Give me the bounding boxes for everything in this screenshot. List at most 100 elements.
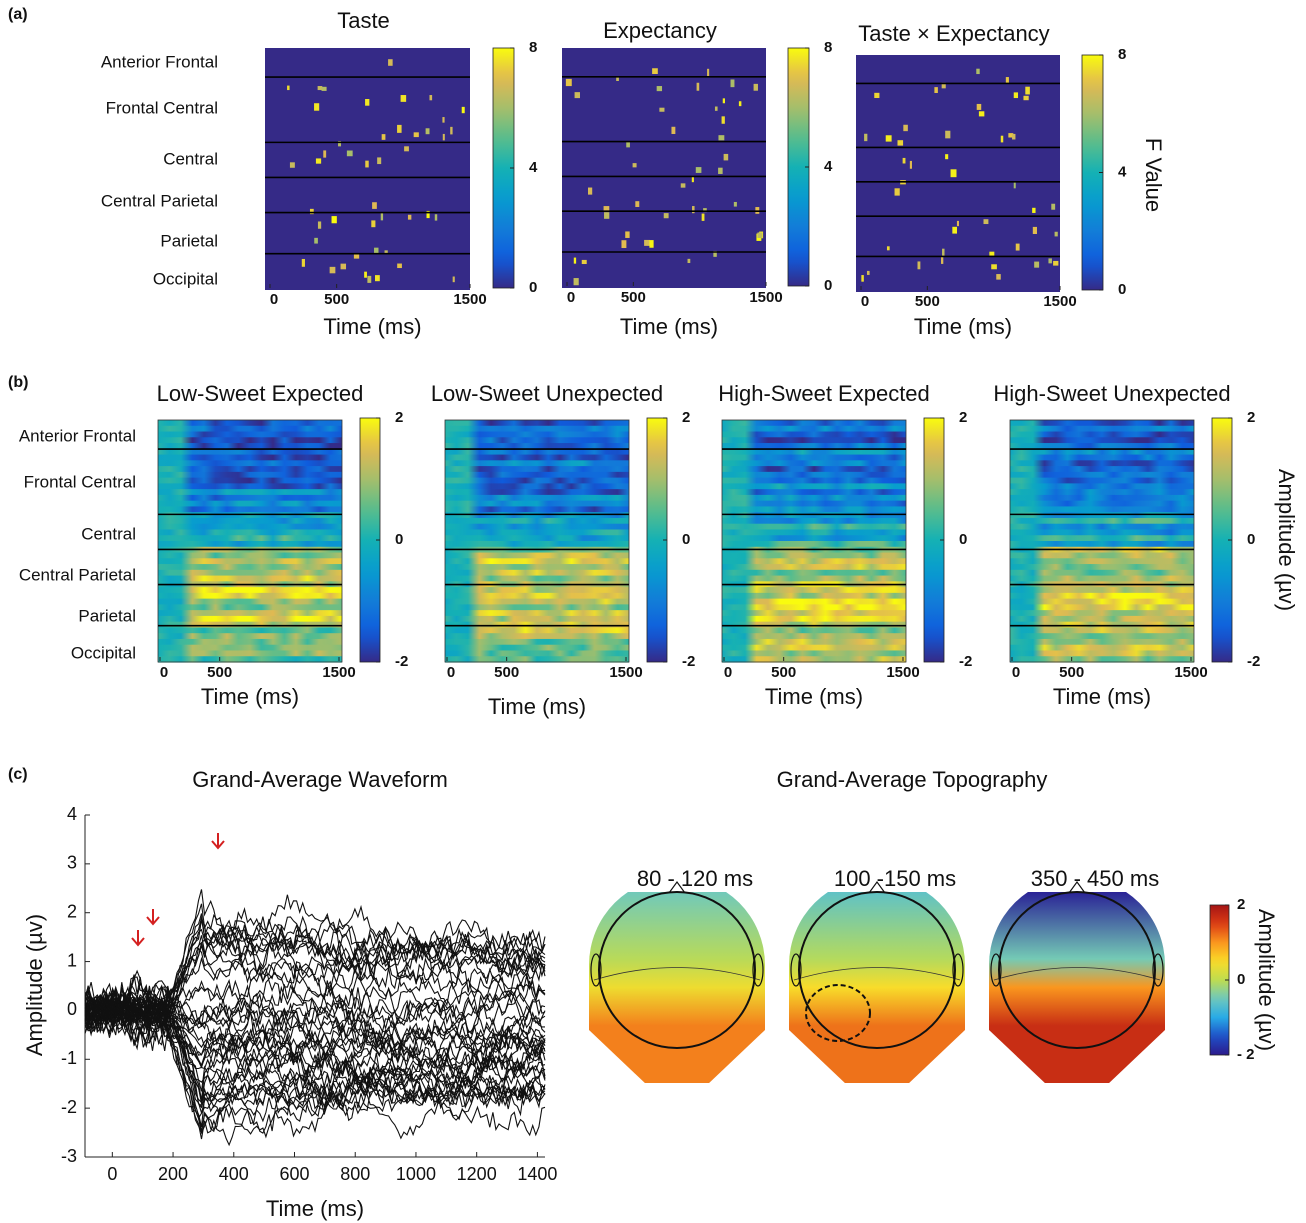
- colorbar-tick-label: 0: [682, 531, 690, 548]
- heatmap-speck: [910, 161, 912, 169]
- row-label: Parietal: [78, 606, 136, 625]
- heatmap-speck: [886, 135, 892, 141]
- map-title: High-Sweet Expected: [718, 381, 930, 406]
- x-tick-label: 1500: [1043, 293, 1076, 310]
- heatmap-row: [1010, 541, 1194, 547]
- chart-title: Grand-Average Waveform: [192, 767, 448, 792]
- heatmap-speck: [397, 264, 402, 269]
- heatmap-row: [722, 576, 906, 582]
- row-label: Central: [81, 524, 136, 543]
- heatmap-speck: [414, 132, 419, 137]
- heatmap-speck: [739, 101, 741, 106]
- heatmap-row: [1010, 604, 1194, 610]
- heatmap-speck: [1055, 232, 1058, 237]
- heatmap-speck: [435, 214, 437, 220]
- panel-label: (a): [8, 6, 28, 23]
- heatmap-row: [1010, 627, 1194, 633]
- heatmap-speck: [692, 206, 695, 213]
- x-tick-label: 500: [207, 664, 232, 681]
- heatmap-row: [722, 633, 906, 639]
- heatmap-row: [445, 650, 629, 656]
- heatmap-speck: [372, 202, 377, 209]
- heatmap-speck: [977, 104, 982, 110]
- colorbar-tick-label: 8: [1118, 46, 1126, 63]
- heatmap-row: [1010, 495, 1194, 501]
- heatmap-row: [445, 570, 629, 576]
- heatmap-row: [1010, 650, 1194, 656]
- heatmap-speck: [290, 162, 295, 167]
- heatmap-speck: [989, 252, 994, 256]
- heatmap-row: [1010, 460, 1194, 466]
- heatmap-row: [445, 478, 629, 484]
- colorbar-tick-label: 0: [395, 531, 403, 548]
- heatmap-row: [1010, 512, 1194, 518]
- heatmap-row: [445, 610, 629, 616]
- heatmap-speck: [671, 127, 675, 134]
- heatmap-speck: [979, 111, 984, 116]
- heatmap-row: [722, 472, 906, 478]
- heatmap-row: [158, 432, 342, 438]
- heatmap-row: [158, 518, 342, 524]
- heatmap-row: [722, 455, 906, 461]
- map-title: Taste: [337, 8, 390, 33]
- heatmap-row: [1010, 489, 1194, 495]
- figure: (a)Anterior FrontalFrontal CentralCentra…: [0, 0, 1306, 1223]
- heatmap-speck: [754, 84, 758, 91]
- heatmap-row: [722, 506, 906, 512]
- topomap-title: 80 - 120 ms: [637, 866, 753, 891]
- heatmap-row: [1010, 576, 1194, 582]
- heatmap-row: [445, 495, 629, 501]
- heatmap-row: [722, 501, 906, 507]
- heatmap-row: [445, 501, 629, 507]
- x-tick-label: 500: [324, 291, 349, 308]
- heatmap-row: [722, 639, 906, 645]
- heatmap-row: [158, 489, 342, 495]
- y-tick-label: -2: [61, 1097, 77, 1117]
- heatmap-speck: [625, 231, 629, 238]
- heatmap-speck: [707, 69, 709, 76]
- heatmap-row: [158, 495, 342, 501]
- colorbar-tick-label: 4: [824, 158, 833, 175]
- colorbar-tick-label: 0: [1118, 281, 1126, 298]
- heatmap-speck: [404, 146, 409, 151]
- heatmap-speck: [375, 275, 380, 281]
- heatmap-row: [445, 506, 629, 512]
- heatmap-row: [722, 650, 906, 656]
- heatmap-row: [158, 455, 342, 461]
- heatmap-row: [445, 437, 629, 443]
- heatmap-speck: [1006, 77, 1009, 83]
- heatmap-speck: [945, 154, 948, 159]
- heatmap-speck: [657, 86, 662, 91]
- heatmap-row: [1010, 558, 1194, 564]
- heatmap-speck: [903, 158, 906, 164]
- colorbar-tick-label: 4: [1118, 163, 1127, 180]
- heatmap-row: [158, 633, 342, 639]
- heatmap-row: [1010, 645, 1194, 651]
- heatmap-row: [158, 593, 342, 599]
- heatmap-row: [445, 627, 629, 633]
- heatmap-speck: [1001, 136, 1003, 143]
- heatmap-row: [445, 524, 629, 530]
- heatmap-speck: [635, 201, 639, 207]
- heatmap-speck: [365, 161, 368, 168]
- heatmap-speck: [864, 134, 867, 141]
- heatmap-speck: [347, 151, 353, 157]
- heatmap-speck: [945, 131, 950, 139]
- heatmap-row: [158, 483, 342, 489]
- heatmap-row: [445, 593, 629, 599]
- heatmap-speck: [1023, 96, 1028, 100]
- heatmap-row: [445, 432, 629, 438]
- heatmap-row: [722, 553, 906, 559]
- heatmap-row: [722, 564, 906, 570]
- heatmap-row: [1010, 455, 1194, 461]
- heatmap-speck: [365, 99, 369, 106]
- heatmap-speck: [941, 257, 943, 264]
- heatmap-row: [722, 627, 906, 633]
- colorbar-label: Amplitude (µv): [1274, 469, 1299, 611]
- heatmap-speck: [861, 275, 863, 282]
- heatmap-row: [722, 420, 906, 426]
- topomap-title: 350 - 450 ms: [1031, 866, 1159, 891]
- heatmap-row: [445, 541, 629, 547]
- x-axis-label: Time (ms): [323, 314, 421, 339]
- heatmap-row: [1010, 587, 1194, 593]
